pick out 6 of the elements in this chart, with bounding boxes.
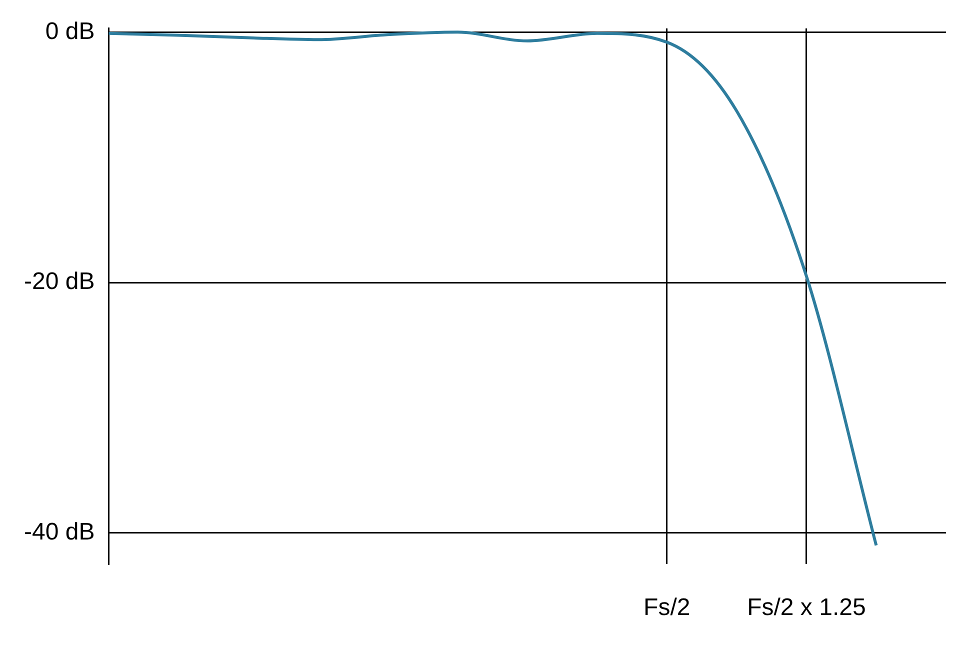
- y-tick-label: 0 dB: [45, 18, 95, 45]
- x-tick-label: Fs/2 x 1.25: [747, 594, 866, 622]
- y-tick-label: -40 dB: [24, 518, 95, 546]
- line-series: [107, 30, 878, 547]
- x-tick-label: Fs/2: [644, 594, 690, 622]
- y-tick-label: -20 dB: [24, 268, 95, 296]
